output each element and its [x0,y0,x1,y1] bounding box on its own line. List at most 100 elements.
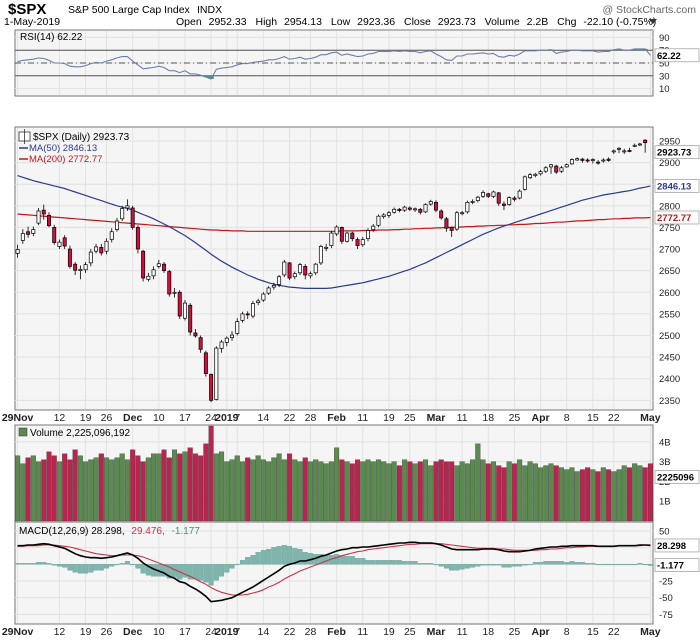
candle [83,262,88,273]
candle-body-up [109,231,114,240]
macd-histogram-bar [349,556,355,565]
macd-histogram-bar [124,561,130,565]
volume-bar [637,465,643,522]
y-tick-label: 50 [659,59,670,70]
candle-body-up [261,293,266,301]
candle [643,139,648,153]
rsi-oversold-fill [203,75,209,78]
volume-bar [287,453,293,522]
macd-histogram-bar [632,564,638,566]
macd-histogram-bar [402,561,408,565]
candle-body-down [245,313,250,316]
volume-bar [302,457,308,522]
x-tick-label: 17 [179,626,191,638]
volume-bar [83,461,89,522]
volume-bar [621,465,627,522]
candle-body-up [454,212,459,230]
volume-bar [402,459,408,522]
volume-bar [417,461,423,522]
macd-histogram-bar [239,560,245,565]
y-tick-label: 2650 [659,266,680,277]
macd-histogram-bar [558,561,564,565]
candle [146,272,151,282]
candle [569,158,574,165]
candle [318,244,323,266]
candle-body-up [549,164,553,168]
macd-histogram-bar [522,564,528,566]
macd-histogram-bar [407,561,413,565]
volume-bar [307,461,313,522]
x-tick-label: 25 [509,412,521,424]
x-tick-label: 11 [357,626,368,638]
x-tick-label: 22 [284,412,296,424]
x-tick-label: 25 [509,626,521,638]
x-tick-label: 22 [608,626,620,638]
x-tick-label: 7 [234,412,240,424]
price-legend: $SPX (Daily) 2923.73 MA(50) 2846.13 MA(2… [18,129,130,165]
y-tick-label: 2400 [659,374,680,385]
candle [522,175,527,191]
volume-bar [30,455,36,522]
x-tick-label: 15 [587,626,599,638]
candle-body-up [83,264,88,271]
candle [78,265,83,280]
candle [580,157,585,163]
candle-body-down [193,332,198,337]
volume-bar [161,449,167,522]
volume-bar [224,461,230,522]
x-tick-label: 8 [564,412,570,424]
volume-bar [428,465,434,522]
macd-histogram-bar [297,549,303,565]
volume-bar [25,457,31,522]
svg-text:MACD(12,26,9) 28.298,: MACD(12,26,9) 28.298, 29.476, -1.177 [19,526,200,537]
candle-body-up [240,313,245,321]
volume-bar [464,463,470,522]
candle [418,207,423,215]
volume-bar [62,453,68,522]
macd-histogram-bar [15,563,21,565]
rsi-current-label: 62.22 [657,51,681,62]
macd-histogram-bar [271,547,277,565]
macd-histogram-bar [260,550,266,565]
candle-body-down [162,263,167,272]
y-tick-label: 2550 [659,309,680,320]
x-tick-label: 18 [482,626,494,638]
volume-bar [124,459,130,522]
high-value: 2954.13 [284,16,322,28]
candle-body-down [26,231,31,235]
volume-bar [208,425,214,522]
y-tick-label: 2500 [659,331,680,342]
close-label: Close [404,16,431,28]
x-tick-label: May [640,626,661,638]
macd-histogram-bar [30,563,36,565]
candle [632,143,637,148]
macd-histogram-bar [553,561,559,565]
candle-body-down [135,227,140,250]
candle [261,292,266,302]
candle [507,196,512,206]
candle [224,336,229,347]
volume-bar [145,457,151,522]
macd-histogram-bar [360,558,366,565]
volume-bar [328,461,334,522]
y-tick-label: 2950 [659,136,680,147]
volume-bar [381,461,387,522]
macd-histogram-bar [454,564,460,571]
candle-body-up [617,147,621,150]
volume-bar [67,459,73,522]
candle-body-up [104,240,109,252]
x-tick-label: 25 [404,626,416,638]
candle-body-down [209,374,214,401]
candle-body-down [130,207,135,228]
candle-body-up [345,232,350,242]
x-tick-label: 22 [284,626,296,638]
candle-body-up [507,197,512,205]
volume-bar [564,469,570,522]
candle-body-up [470,201,475,203]
candle-body-up [475,196,480,201]
volume-bar [339,459,345,522]
volume-bar [355,459,361,522]
candle-body-down [339,227,344,242]
candle-body-up [156,263,161,267]
macd-histogram-bar [375,560,381,565]
